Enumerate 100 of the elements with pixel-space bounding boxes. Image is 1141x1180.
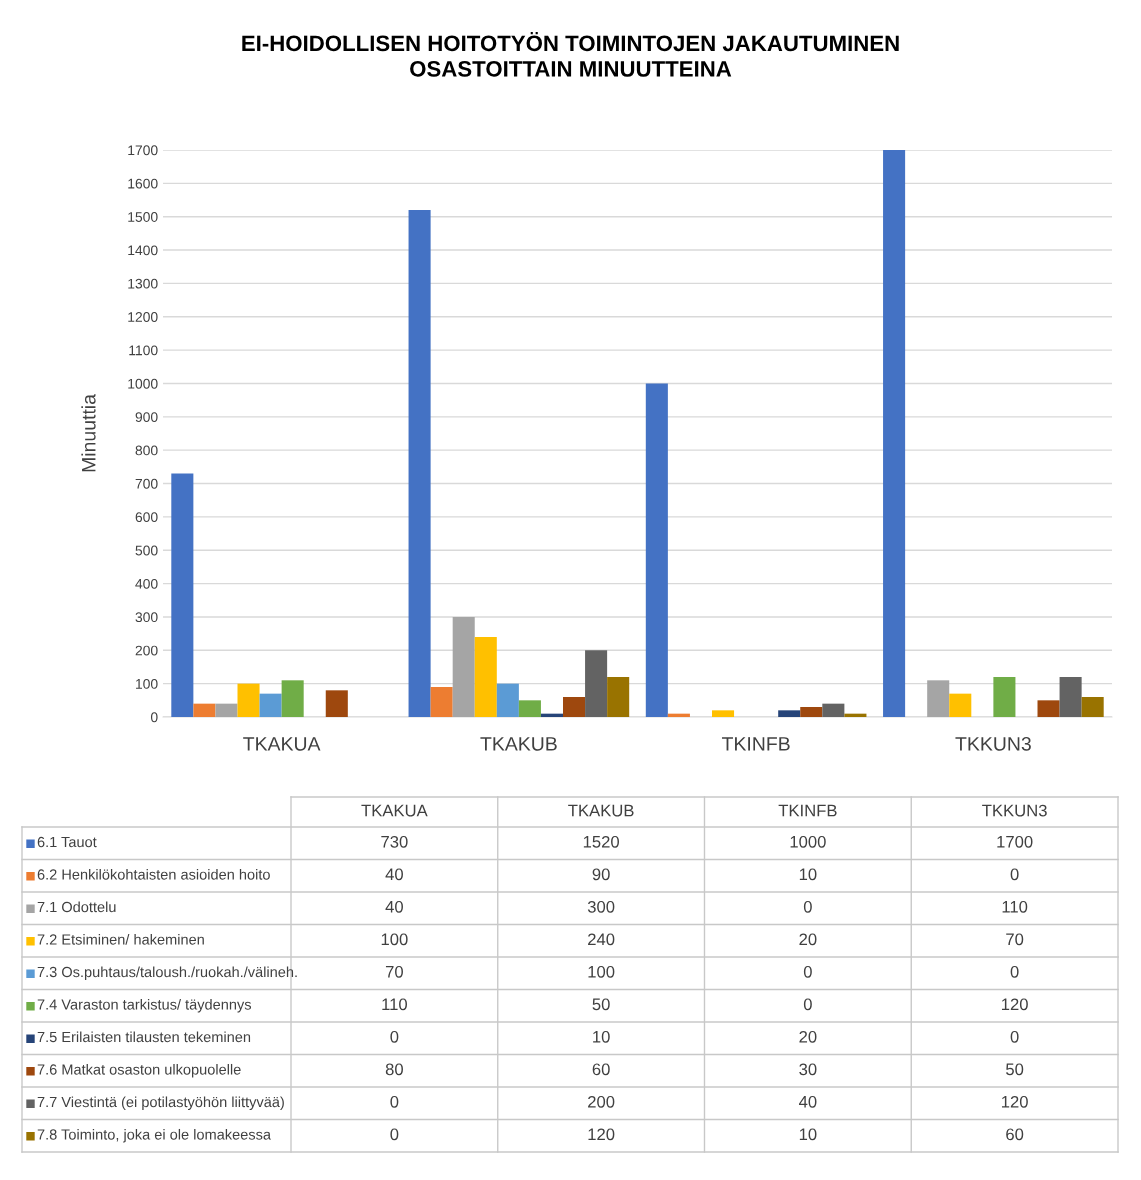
data-label: 100 xyxy=(381,933,408,946)
category-label: TKKUN3 xyxy=(982,804,1047,817)
data-label: 1520 xyxy=(583,835,620,848)
data-label: 50 xyxy=(1006,1063,1024,1076)
bar xyxy=(1059,676,1082,717)
data-label: 0 xyxy=(1010,965,1019,978)
category-label: TKINFB xyxy=(778,804,837,817)
y-tick-label: 0 xyxy=(150,712,158,723)
data-label: 70 xyxy=(1006,933,1024,946)
bar xyxy=(325,690,348,717)
bar xyxy=(474,636,497,717)
data-label: 110 xyxy=(382,998,408,1011)
bar xyxy=(408,210,431,717)
y-tick-label: 1700 xyxy=(128,145,158,156)
data-label: 40 xyxy=(798,1095,817,1108)
bar xyxy=(237,683,260,717)
data-label: 0 xyxy=(1010,868,1019,881)
data-label: 0 xyxy=(803,900,812,913)
y-tick-label: 300 xyxy=(135,612,158,623)
bar xyxy=(607,676,630,717)
bar xyxy=(259,693,282,717)
data-label: 40 xyxy=(385,868,403,881)
data-label: 10 xyxy=(799,1128,817,1141)
data-label: 300 xyxy=(587,900,615,913)
bar xyxy=(496,683,519,717)
y-tick-label: 1000 xyxy=(128,378,158,389)
legend-label: 7.2 Etsiminen/ hakeminen xyxy=(37,933,204,945)
legend-label: 7.3 Os.puhtaus/taloush./ruokah./välineh. xyxy=(37,966,297,981)
bar xyxy=(585,650,608,717)
legend-label: 7.1 Odottelu xyxy=(37,901,116,913)
data-label: 40 xyxy=(385,900,403,913)
bar xyxy=(883,150,906,717)
bar xyxy=(193,703,216,717)
data-label: 730 xyxy=(381,835,408,848)
legend-label: 7.7 Viestintä (ei potilastyöhön liittyvää) xyxy=(37,1096,284,1111)
data-label: 0 xyxy=(390,1030,399,1043)
data-label: 10 xyxy=(593,1030,610,1043)
x-tick-label: TKINFB xyxy=(721,737,790,751)
bar xyxy=(927,680,950,717)
bar xyxy=(993,676,1016,717)
data-label: 0 xyxy=(390,1128,399,1141)
data-label: 60 xyxy=(592,1063,610,1076)
data-label: 110 xyxy=(1002,900,1028,913)
x-tick-label: TKKUN3 xyxy=(955,736,1031,751)
y-tick-label: 800 xyxy=(135,445,158,456)
chart-title: EI-HOIDOLLISEN HOITOTYÖN TOIMINTOJEN JAKAUTUMINEN OSASTOITTAIN MINUUTTEINA xyxy=(242,31,899,77)
y-axis-title: Minuuttia xyxy=(81,394,96,472)
bar xyxy=(281,680,304,717)
data-label: 0 xyxy=(390,1095,399,1108)
data-label: 120 xyxy=(1001,1095,1028,1108)
y-tick-label: 400 xyxy=(135,578,158,589)
bar xyxy=(563,696,586,717)
y-tick-label: 700 xyxy=(135,478,158,489)
category-label: TKAKUB xyxy=(568,804,634,817)
y-tick-label: 200 xyxy=(135,645,158,656)
data-label: 20 xyxy=(799,933,817,946)
bar xyxy=(518,700,541,717)
legend-label: 6.1 Tauot xyxy=(37,836,97,848)
data-label: 0 xyxy=(803,998,812,1011)
y-tick-label: 1300 xyxy=(128,278,158,289)
category-label: TKAKUA xyxy=(361,804,428,817)
bar xyxy=(800,706,823,717)
data-label: 60 xyxy=(1006,1128,1024,1141)
data-label: 50 xyxy=(592,998,610,1011)
y-tick-label: 1500 xyxy=(128,212,158,222)
data-label: 1700 xyxy=(997,835,1033,848)
legend-label: 6.2 Henkilökohtaisten asioiden hoito xyxy=(37,868,270,880)
legend-label: 7.4 Varaston tarkistus/ täydennys xyxy=(37,998,252,1013)
bar xyxy=(778,710,801,717)
bar xyxy=(645,383,668,717)
y-tick-label: 500 xyxy=(135,545,158,556)
bar xyxy=(430,686,453,717)
bar xyxy=(215,703,238,717)
data-label: 10 xyxy=(799,868,817,881)
data-label: 80 xyxy=(385,1063,403,1076)
y-tick-label: 1400 xyxy=(128,245,158,256)
data-label: 200 xyxy=(588,1095,615,1108)
y-tick-label: 1200 xyxy=(128,312,158,322)
bar xyxy=(171,473,194,717)
legend-label: 7.8 Toiminto, joka ei ole lomakeessa xyxy=(37,1128,271,1143)
y-tick-label: 100 xyxy=(136,678,158,689)
x-tick-label: TKAKUB xyxy=(480,737,557,751)
data-label: 0 xyxy=(1010,1030,1019,1043)
y-tick-label: 1100 xyxy=(129,345,158,356)
y-tick-label: 600 xyxy=(135,512,158,523)
legend-label: 7.5 Erilaisten tilausten tekeminen xyxy=(37,1031,251,1043)
bar xyxy=(1081,696,1104,717)
y-tick-label: 1600 xyxy=(128,178,158,189)
data-label: 120 xyxy=(1001,998,1028,1011)
data-label: 30 xyxy=(799,1063,817,1076)
bar xyxy=(712,710,735,717)
x-tick-label: TKAKUA xyxy=(243,737,321,751)
data-label: 120 xyxy=(588,1128,615,1141)
data-label: 240 xyxy=(588,933,615,946)
data-label: 1000 xyxy=(790,835,826,848)
bar xyxy=(949,693,972,717)
y-tick-label: 900 xyxy=(135,412,158,422)
data-label: 20 xyxy=(799,1030,817,1043)
data-label: 0 xyxy=(803,965,812,978)
bar xyxy=(822,703,845,717)
